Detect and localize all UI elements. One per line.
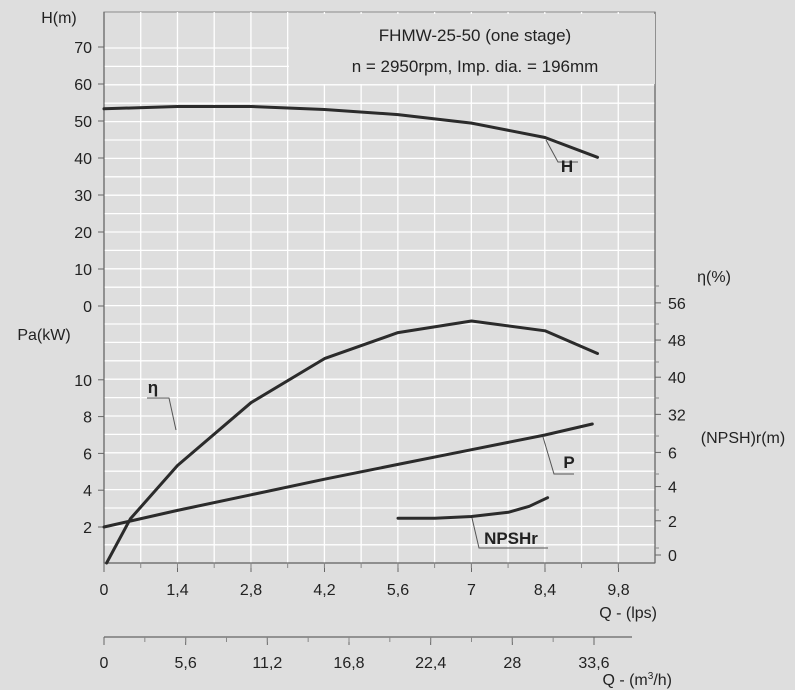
head-tick-label: 40 xyxy=(74,151,92,168)
x-tick-label-lps: 9,8 xyxy=(607,582,629,599)
curve-label-p-leader xyxy=(542,436,574,475)
chart-title: FHMW-25-50 (one stage) xyxy=(379,26,571,45)
x-tick-label-lps: 2,8 xyxy=(240,582,262,599)
curve-npshr xyxy=(396,496,550,520)
chart-curves xyxy=(102,105,599,565)
x-axis-label-m3h: Q - (m3/h) xyxy=(602,671,672,689)
power-tick-label: 8 xyxy=(83,410,92,427)
x-tick-label-m3h: 28 xyxy=(503,655,521,672)
npsh-tick-label: 2 xyxy=(668,514,677,531)
head-tick-label: 10 xyxy=(74,262,92,279)
power-tick-label: 6 xyxy=(83,446,92,463)
x-tick-label-m3h: 0 xyxy=(100,655,109,672)
head-tick-label: 30 xyxy=(74,188,92,205)
curve-label-efficiency: η xyxy=(148,378,158,397)
chart-grid xyxy=(103,11,656,564)
curve-h xyxy=(102,105,599,159)
power-tick-label: 4 xyxy=(83,483,92,500)
x-tick-label-lps: 0 xyxy=(100,582,109,599)
power-tick-label: 2 xyxy=(83,520,92,537)
curve-label-h-leader xyxy=(545,139,578,163)
y-axis-label-efficiency: η(%) xyxy=(697,269,731,286)
curve-label-efficiency-leader xyxy=(147,397,177,431)
x-tick-label-m3h: 11,2 xyxy=(252,655,282,672)
x-tick-label-m3h: 33,6 xyxy=(578,655,609,672)
curve-label-p: P xyxy=(563,453,574,472)
x-axis-label-lps: Q - (lps) xyxy=(599,605,657,622)
head-tick-label: 60 xyxy=(74,77,92,94)
efficiency-tick-label: 56 xyxy=(668,296,686,313)
curve-label-h: H xyxy=(561,157,573,176)
head-tick-label: 0 xyxy=(83,299,92,316)
y-axis-label-npsh: (NPSH)r(m) xyxy=(701,430,785,447)
npsh-tick-label: 4 xyxy=(668,480,677,497)
efficiency-tick-label: 32 xyxy=(668,407,686,424)
x-tick-label-lps: 4,2 xyxy=(313,582,335,599)
efficiency-tick-label: 48 xyxy=(668,333,686,350)
title-box xyxy=(289,14,655,84)
x-tick-label-m3h: 16,8 xyxy=(333,655,364,672)
chart-subtitle: n = 2950rpm, Imp. dia. = 196mm xyxy=(352,57,599,76)
x-tick-label-lps: 1,4 xyxy=(166,582,188,599)
x-tick-label-m3h: 22,4 xyxy=(415,655,446,672)
efficiency-tick-label: 40 xyxy=(668,370,686,387)
head-tick-label: 70 xyxy=(74,40,92,57)
x-tick-label-lps: 5,6 xyxy=(387,582,409,599)
y-axis-label-head: H(m) xyxy=(41,10,77,27)
x-tick-label-lps: 8,4 xyxy=(534,582,556,599)
curve-label-npshr: NPSHr xyxy=(484,529,538,548)
chart-axes xyxy=(98,12,661,645)
x-tick-label-m3h: 5,6 xyxy=(175,655,197,672)
curve-efficiency xyxy=(105,319,599,565)
y-axis-label-power: Pa(kW) xyxy=(17,327,70,344)
curve-p xyxy=(102,422,594,529)
head-tick-label: 20 xyxy=(74,225,92,242)
npsh-tick-label: 6 xyxy=(668,445,677,462)
power-tick-label: 10 xyxy=(74,373,92,390)
head-tick-label: 50 xyxy=(74,114,92,131)
npsh-tick-label: 0 xyxy=(668,548,677,565)
curve-label-npshr-leader xyxy=(471,517,548,549)
x-tick-label-lps: 7 xyxy=(467,582,476,599)
